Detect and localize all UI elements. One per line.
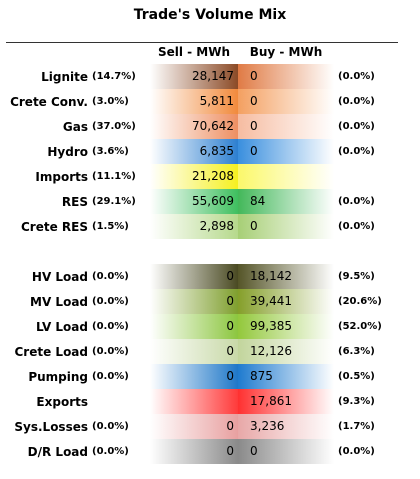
page-title: Trade's Volume Mix	[133, 7, 287, 23]
sell-percent: (0.0%)	[92, 371, 129, 382]
buy-percent: (9.3%)	[338, 396, 375, 407]
buy-value: 875	[238, 364, 334, 389]
buy-value: 18,142	[238, 264, 334, 289]
sell-value: 0	[150, 289, 238, 314]
sell-percent: (14.7%)	[92, 71, 136, 82]
table-row: Hydro (3.6%) 6,835 0 (0.0%)	[0, 139, 420, 164]
sell-percent: (3.0%)	[92, 96, 129, 107]
buy-column-header: Buy - MWh	[249, 45, 323, 59]
sell-column-header: Sell - MWh	[157, 45, 231, 59]
buy-value: 0	[238, 139, 334, 164]
buy-value: 0	[238, 64, 334, 89]
buy-value: 0	[238, 114, 334, 139]
header-divider	[6, 42, 398, 43]
table-row: Crete Load (0.0%) 0 12,126 (6.3%)	[0, 339, 420, 364]
sell-percent: (37.0%)	[92, 121, 136, 132]
sell-value: 0	[150, 414, 238, 439]
buy-value: 17,861	[238, 389, 334, 414]
buy-percent: (20.6%)	[338, 296, 382, 307]
buy-value: 0	[238, 214, 334, 239]
sell-value: 70,642	[150, 114, 238, 139]
sell-value: 5,811	[150, 89, 238, 114]
sell-value: 0	[150, 364, 238, 389]
sell-value: 21,208	[150, 164, 238, 189]
buy-percent: (0.5%)	[338, 371, 375, 382]
row-label: Exports	[36, 395, 88, 409]
sell-value: 0	[150, 439, 238, 464]
row-label: Imports	[35, 170, 88, 184]
sell-value: 0	[150, 339, 238, 364]
buy-percent: (1.7%)	[338, 421, 375, 432]
row-label: Pumping	[28, 370, 88, 384]
buy-percent: (0.0%)	[338, 196, 375, 207]
buy-percent: (0.0%)	[338, 71, 375, 82]
buy-value	[238, 164, 334, 189]
buy-percent: (0.0%)	[338, 446, 375, 457]
sell-percent: (11.1%)	[92, 171, 136, 182]
sell-percent: (0.0%)	[92, 446, 129, 457]
table-row: HV Load (0.0%) 0 18,142 (9.5%)	[0, 264, 420, 289]
sell-percent: (1.5%)	[92, 221, 129, 232]
buy-percent: (0.0%)	[338, 146, 375, 157]
table-row: D/R Load (0.0%) 0 0 (0.0%)	[0, 439, 420, 464]
sell-percent: (29.1%)	[92, 196, 136, 207]
buy-percent: (0.0%)	[338, 121, 375, 132]
sell-percent: (0.0%)	[92, 346, 129, 357]
sell-percent: (0.0%)	[92, 321, 129, 332]
buy-percent: (9.5%)	[338, 271, 375, 282]
row-label: Crete Load	[14, 345, 89, 359]
sell-percent: (0.0%)	[92, 271, 129, 282]
row-label: LV Load	[35, 320, 88, 334]
table-row: Sys.Losses (0.0%) 0 3,236 (1.7%)	[0, 414, 420, 439]
row-label: D/R Load	[27, 445, 88, 459]
buy-value: 0	[238, 439, 334, 464]
buy-value: 84	[238, 189, 334, 214]
row-label: Lignite	[41, 70, 88, 84]
sell-value: 0	[150, 314, 238, 339]
buy-percent: (0.0%)	[338, 96, 375, 107]
sell-percent: (0.0%)	[92, 296, 129, 307]
row-label: Hydro	[47, 145, 88, 159]
sell-value: 28,147	[150, 64, 238, 89]
sell-value: 6,835	[150, 139, 238, 164]
row-label: Crete RES	[21, 220, 88, 234]
sell-percent: (0.0%)	[92, 421, 129, 432]
buy-value: 0	[238, 89, 334, 114]
table-row: Pumping (0.0%) 0 875 (0.5%)	[0, 364, 420, 389]
table-row: Exports 17,861 (9.3%)	[0, 389, 420, 414]
table-row: Crete RES (1.5%) 2,898 0 (0.0%)	[0, 214, 420, 239]
sell-value: 0	[150, 264, 238, 289]
table-row: Crete Conv. (3.0%) 5,811 0 (0.0%)	[0, 89, 420, 114]
buy-value: 99,385	[238, 314, 334, 339]
table-row: Imports (11.1%) 21,208	[0, 164, 420, 189]
row-label: Sys.Losses	[14, 420, 88, 434]
sell-value: 55,609	[150, 189, 238, 214]
table-row: RES (29.1%) 55,609 84 (0.0%)	[0, 189, 420, 214]
sell-value	[150, 389, 238, 414]
row-label: HV Load	[31, 270, 88, 284]
buy-value: 12,126	[238, 339, 334, 364]
buy-percent: (6.3%)	[338, 346, 375, 357]
row-label: RES	[61, 195, 88, 209]
sell-percent: (3.6%)	[92, 146, 129, 157]
table-row: LV Load (0.0%) 0 99,385 (52.0%)	[0, 314, 420, 339]
buy-percent: (0.0%)	[338, 221, 375, 232]
buy-value: 3,236	[238, 414, 334, 439]
sell-value: 2,898	[150, 214, 238, 239]
buy-value: 39,441	[238, 289, 334, 314]
table-row: MV Load (0.0%) 0 39,441 (20.6%)	[0, 289, 420, 314]
table-row: Lignite (14.7%) 28,147 0 (0.0%)	[0, 64, 420, 89]
row-label: Crete Conv.	[10, 95, 88, 109]
row-label: MV Load	[30, 295, 88, 309]
table-row: Gas (37.0%) 70,642 0 (0.0%)	[0, 114, 420, 139]
buy-percent: (52.0%)	[338, 321, 382, 332]
row-label: Gas	[62, 120, 88, 134]
